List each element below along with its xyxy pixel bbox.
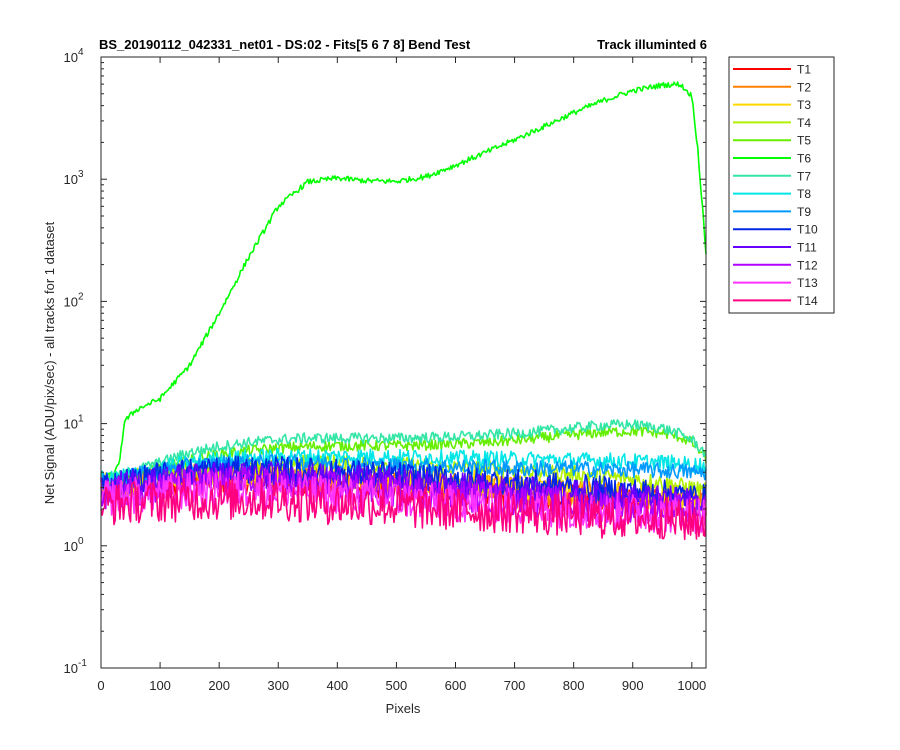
y-tick-label: 10 (64, 294, 78, 309)
series-group (100, 81, 707, 541)
series-line-t10 (100, 455, 707, 511)
y-tick-exponent: 3 (78, 169, 84, 180)
series-line-t4 (100, 454, 707, 500)
y-tick-label: 10 (64, 172, 78, 187)
x-tick-label: 0 (97, 678, 104, 693)
axes-box (100, 56, 707, 669)
y-tick-label: 10 (64, 50, 78, 65)
x-tick-label: 300 (267, 678, 289, 693)
series-line-t11 (100, 461, 707, 516)
x-tick-label: 700 (504, 678, 526, 693)
x-axis: 0 100 200 300 400 500 600 700 800 900 1000 (97, 57, 706, 693)
y-tick-label: 10 (64, 417, 78, 432)
legend-label-t4: T4 (797, 116, 811, 130)
x-axis-label: Pixels (386, 701, 421, 716)
series-line-t14 (100, 477, 707, 541)
x-tick-label: 500 (386, 678, 408, 693)
y-tick-exponent: -1 (78, 658, 87, 669)
legend-label-t8: T8 (797, 187, 811, 201)
x-tick-label: 900 (622, 678, 644, 693)
y-tick-label: 10 (64, 539, 78, 554)
legend-label-t11: T11 (797, 241, 817, 255)
legend-label-t13: T13 (797, 276, 818, 290)
x-tick-label: 600 (445, 678, 467, 693)
y-tick-base: 10 (64, 539, 78, 554)
x-tick-label: 100 (149, 678, 171, 693)
y-tick-base: 10 (64, 661, 78, 676)
y-tick-base: 10 (64, 50, 78, 65)
legend-label-t3: T3 (797, 98, 811, 112)
legend-label-t5: T5 (797, 134, 811, 148)
y-tick-exponent: 0 (78, 536, 84, 547)
y-tick-exponent: 2 (78, 291, 84, 302)
legend: T1 T2 T3 T4 T5 T6 T7 T8 T9 T10 T11 T12 T13 T14 (728, 56, 835, 314)
y-tick-exponent: 1 (78, 414, 84, 425)
series-line-t5 (100, 425, 707, 484)
legend-label-t12: T12 (797, 258, 818, 272)
y-tick-label: 10 (64, 661, 78, 676)
legend-box (728, 56, 835, 314)
legend-label-t2: T2 (797, 80, 811, 94)
legend-label-t10: T10 (797, 223, 818, 237)
legend-label-t14: T14 (797, 294, 818, 308)
y-tick-base: 10 (64, 172, 78, 187)
legend-label-t6: T6 (797, 152, 811, 166)
x-tick-label: 1000 (677, 678, 706, 693)
chart-title-right: Track illuminted 6 (597, 37, 707, 52)
series-line-t7 (100, 419, 707, 483)
x-tick-label: 400 (326, 678, 348, 693)
legend-label-t1: T1 (797, 63, 811, 77)
chart-title-left: BS_20190112_042331_net01 - DS:02 - Fits[… (99, 37, 471, 52)
plot-area (101, 57, 706, 668)
legend-label-t9: T9 (797, 205, 811, 219)
legend-label-t7: T7 (797, 169, 811, 183)
y-tick-base: 10 (64, 294, 78, 309)
y-tick-exponent: 4 (78, 47, 84, 58)
series-line-t6 (100, 81, 707, 479)
x-tick-label: 800 (563, 678, 585, 693)
y-axis-label: Net Signal (ADU/pix/sec) - all tracks fo… (42, 221, 57, 504)
x-tick-label: 200 (208, 678, 230, 693)
y-tick-base: 10 (64, 417, 78, 432)
